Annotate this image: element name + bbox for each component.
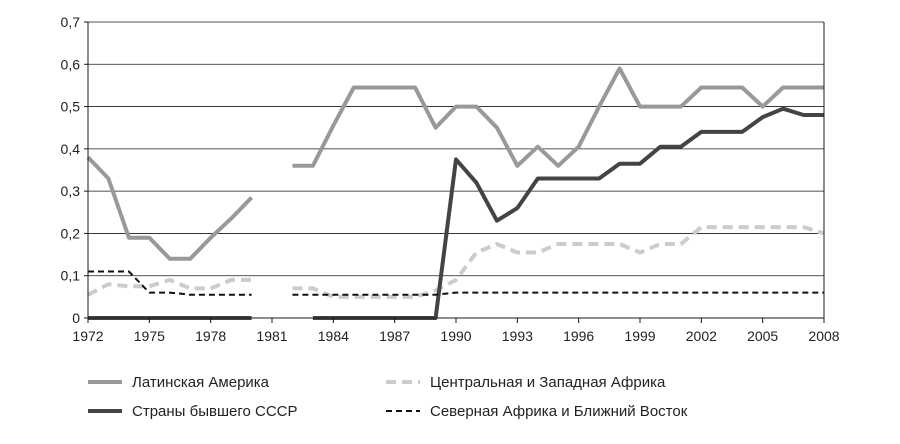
legend-label-2: Страны бывшего СССР [132,403,298,420]
series-line-1-segment-1 [292,225,825,299]
y-tick-label: 0,1 [61,268,81,284]
series-line-3-segment-0 [88,270,252,296]
x-tick-label: 2005 [747,328,778,344]
x-tick-label: 1993 [502,328,533,344]
x-tick-label: 1987 [379,328,410,344]
series-line-3-segment-1 [292,291,824,296]
legend-label-0: Латинская Америка [132,374,270,391]
series-line-0-segment-1 [292,66,824,168]
x-tick-label: 1999 [624,328,655,344]
x-tick-label: 1972 [72,328,103,344]
y-tick-label: 0,2 [61,225,81,241]
gridlines [88,21,824,277]
series-line-2-segment-1 [312,106,824,320]
axes: 0 0,1 0,2 0,3 0,4 0,5 0,6 0,7 1972 1975 1978 1981 19… [61,14,840,344]
y-tick-label: 0,3 [61,183,81,199]
x-tick-label: 2002 [686,328,717,344]
series-line-1-segment-0 [87,277,252,297]
x-tick-label: 1996 [563,328,594,344]
y-tick-label: 0,5 [61,99,81,115]
y-tick-label: 0,7 [61,14,81,30]
y-tick-label: 0 [72,310,80,326]
legend-label-3: Северная Африка и Ближний Восток [430,403,688,420]
legend-label-1: Центральная и Западная Африка [430,374,666,391]
legend: Латинская Америка Центральная и Западная … [88,374,688,420]
y-tick-label: 0,4 [61,141,81,157]
x-tick-label: 1990 [440,328,471,344]
series-lines [86,66,825,320]
x-tick-label: 1978 [195,328,226,344]
x-tick-label: 2008 [808,328,839,344]
y-tick-label: 0,6 [61,56,81,72]
x-tick-label: 1981 [256,328,287,344]
x-tick-label: 1984 [318,328,349,344]
x-tick-label: 1975 [134,328,165,344]
series-line-0-segment-0 [86,155,254,261]
